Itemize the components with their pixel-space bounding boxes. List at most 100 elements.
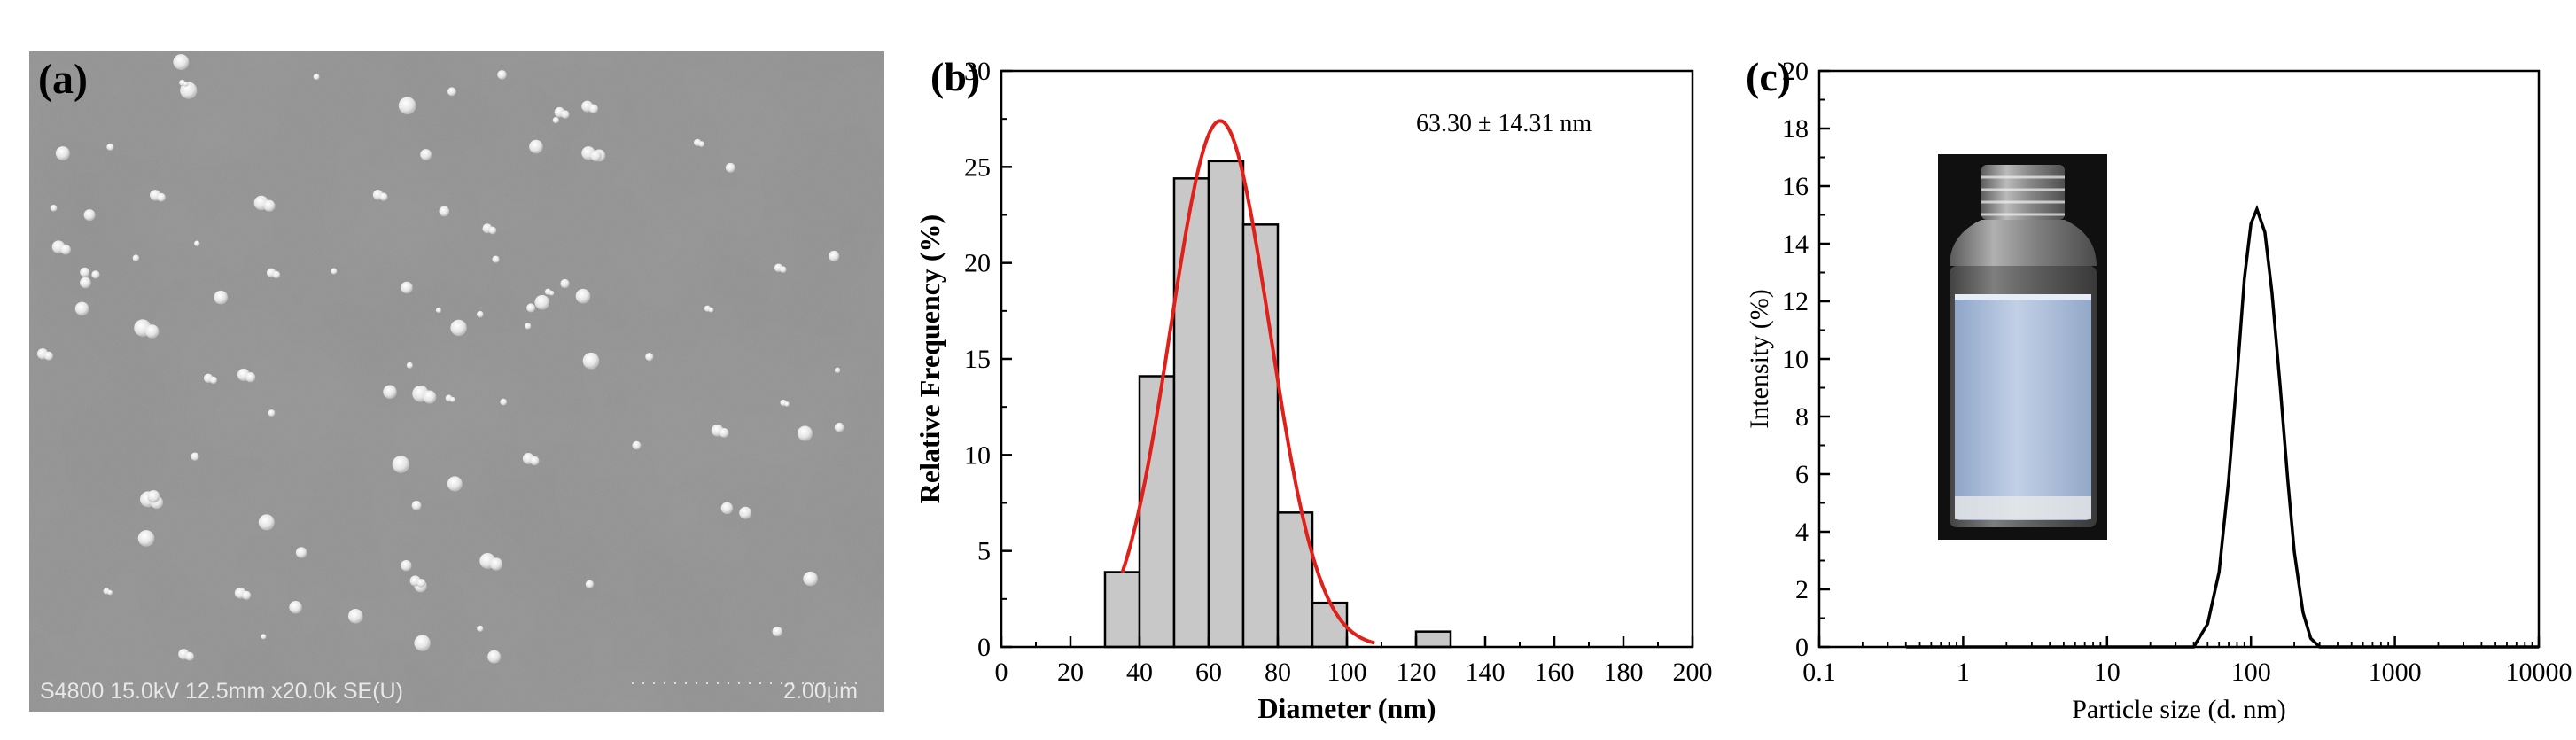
axis-ticks [1817,69,2541,649]
sem-particle [245,372,256,383]
y-axis-label: Intensity (%) [1745,289,1774,428]
sem-particle [525,323,532,330]
y-tick-label: 10 [964,440,991,470]
y-tick-label: 0 [977,633,991,662]
y-tick-label: 0 [1795,633,1809,662]
sem-particle [60,244,71,255]
sem-particle [447,476,463,492]
sem-particle [295,547,307,558]
sem-info-bar: S4800 15.0kV 12.5mm x20.0k SE(U) 2.00μm [29,674,884,712]
histogram-bar [1241,223,1280,649]
x-tick-label: 40 [1126,658,1153,687]
sem-particle [585,580,595,588]
sem-micrograph [29,51,884,712]
sem-particle [526,303,536,313]
x-axis-label: Diameter (nm) [1257,692,1436,724]
sem-particle [834,367,841,374]
sem-particle [83,209,96,222]
sem-particle [803,571,818,587]
sem-particle [147,490,160,503]
histogram-chart: (b) 0 20 40 60 80 100 120 140 160 180 200 0 5 10 15 20 2… [914,54,1713,724]
sem-particle [80,277,91,289]
sem-particle [719,427,729,438]
y-tick-label: 8 [1795,402,1809,432]
sem-particle [739,506,752,519]
sem-particle [500,398,508,406]
sem-particle [834,422,844,432]
sem-particle [106,143,114,151]
sem-particle [144,324,160,339]
sem-particle [560,278,570,289]
x-tick-label: 0.1 [1802,658,1836,687]
y-tick-label: 25 [964,152,991,182]
sem-particle [779,266,787,273]
gaussian-fit-curve [1120,119,1375,645]
sem-particle [185,651,194,661]
sem-particle [242,590,252,600]
axis-tick-labels: 0.1 1 10 100 1000 10000 0 2 4 6 8 10 12 14 16 18 20 [1782,57,2572,687]
sem-particle [435,307,442,314]
sem-particle [383,385,397,399]
sem-particle [450,319,467,337]
vial-photo-inset [1938,154,2107,540]
y-tick-label: 15 [964,345,991,374]
histogram-bar [1311,601,1349,649]
sem-particle [347,608,363,624]
sem-particle [180,82,198,99]
x-tick-label: 120 [1397,658,1436,687]
sem-particle [173,54,190,70]
sem-particle [74,301,89,316]
sem-particle [80,267,90,277]
sem-particle [289,601,302,614]
sem-particle [406,362,413,369]
sem-particle [398,97,416,115]
sem-particle [423,390,437,404]
x-tick-label: 180 [1604,658,1644,687]
sem-particle [191,452,199,461]
sem-particles [36,54,844,664]
sem-particle [107,589,113,596]
sem-particle [645,353,654,362]
sem-particle [401,281,413,294]
sem-particle [272,270,281,279]
y-tick-label: 14 [1782,230,1809,259]
sem-particle [50,204,58,212]
sem-scale-label: 2.00μm [783,679,858,704]
y-tick-label: 2 [1795,575,1809,604]
sem-particle [487,650,502,664]
x-tick-label: 20 [1057,658,1084,687]
sem-particle [725,162,735,173]
sem-particle [313,74,320,81]
sem-particle [379,192,388,201]
x-tick-label: 200 [1673,658,1713,687]
sem-particle [214,290,228,305]
sem-particle [477,625,484,632]
sem-particle [488,226,497,235]
sem-particle [91,270,100,279]
sem-particle [401,559,412,572]
y-tick-label: 6 [1795,460,1809,489]
x-tick-label: 10 [2094,658,2121,687]
histogram-bar [1172,177,1210,649]
intensity-curve [1905,205,2539,649]
sem-particle [497,70,507,80]
y-tick-label: 20 [964,249,991,278]
mean-sd-annotation: 63.30 ± 14.31 nm [1416,110,1592,137]
sem-particle [261,634,267,640]
sem-particle [55,146,70,160]
sem-particle [797,425,813,441]
histogram-bars [1103,160,1452,649]
sem-particle [632,440,642,450]
sem-particle [416,579,426,588]
x-tick-label: 160 [1535,658,1575,687]
sem-particle [561,110,570,119]
y-tick-label: 12 [1782,287,1809,316]
sem-info-text: S4800 15.0kV 12.5mm x20.0k SE(U) [40,679,403,704]
sem-particle [449,396,455,402]
x-tick-label: 0 [995,658,1008,687]
y-axis-label: Relative Frequency (%) [914,214,946,503]
sem-particle [829,250,840,262]
sem-particle [420,149,432,160]
sem-particle [137,530,155,547]
x-tick-label: 10000 [2506,658,2572,687]
